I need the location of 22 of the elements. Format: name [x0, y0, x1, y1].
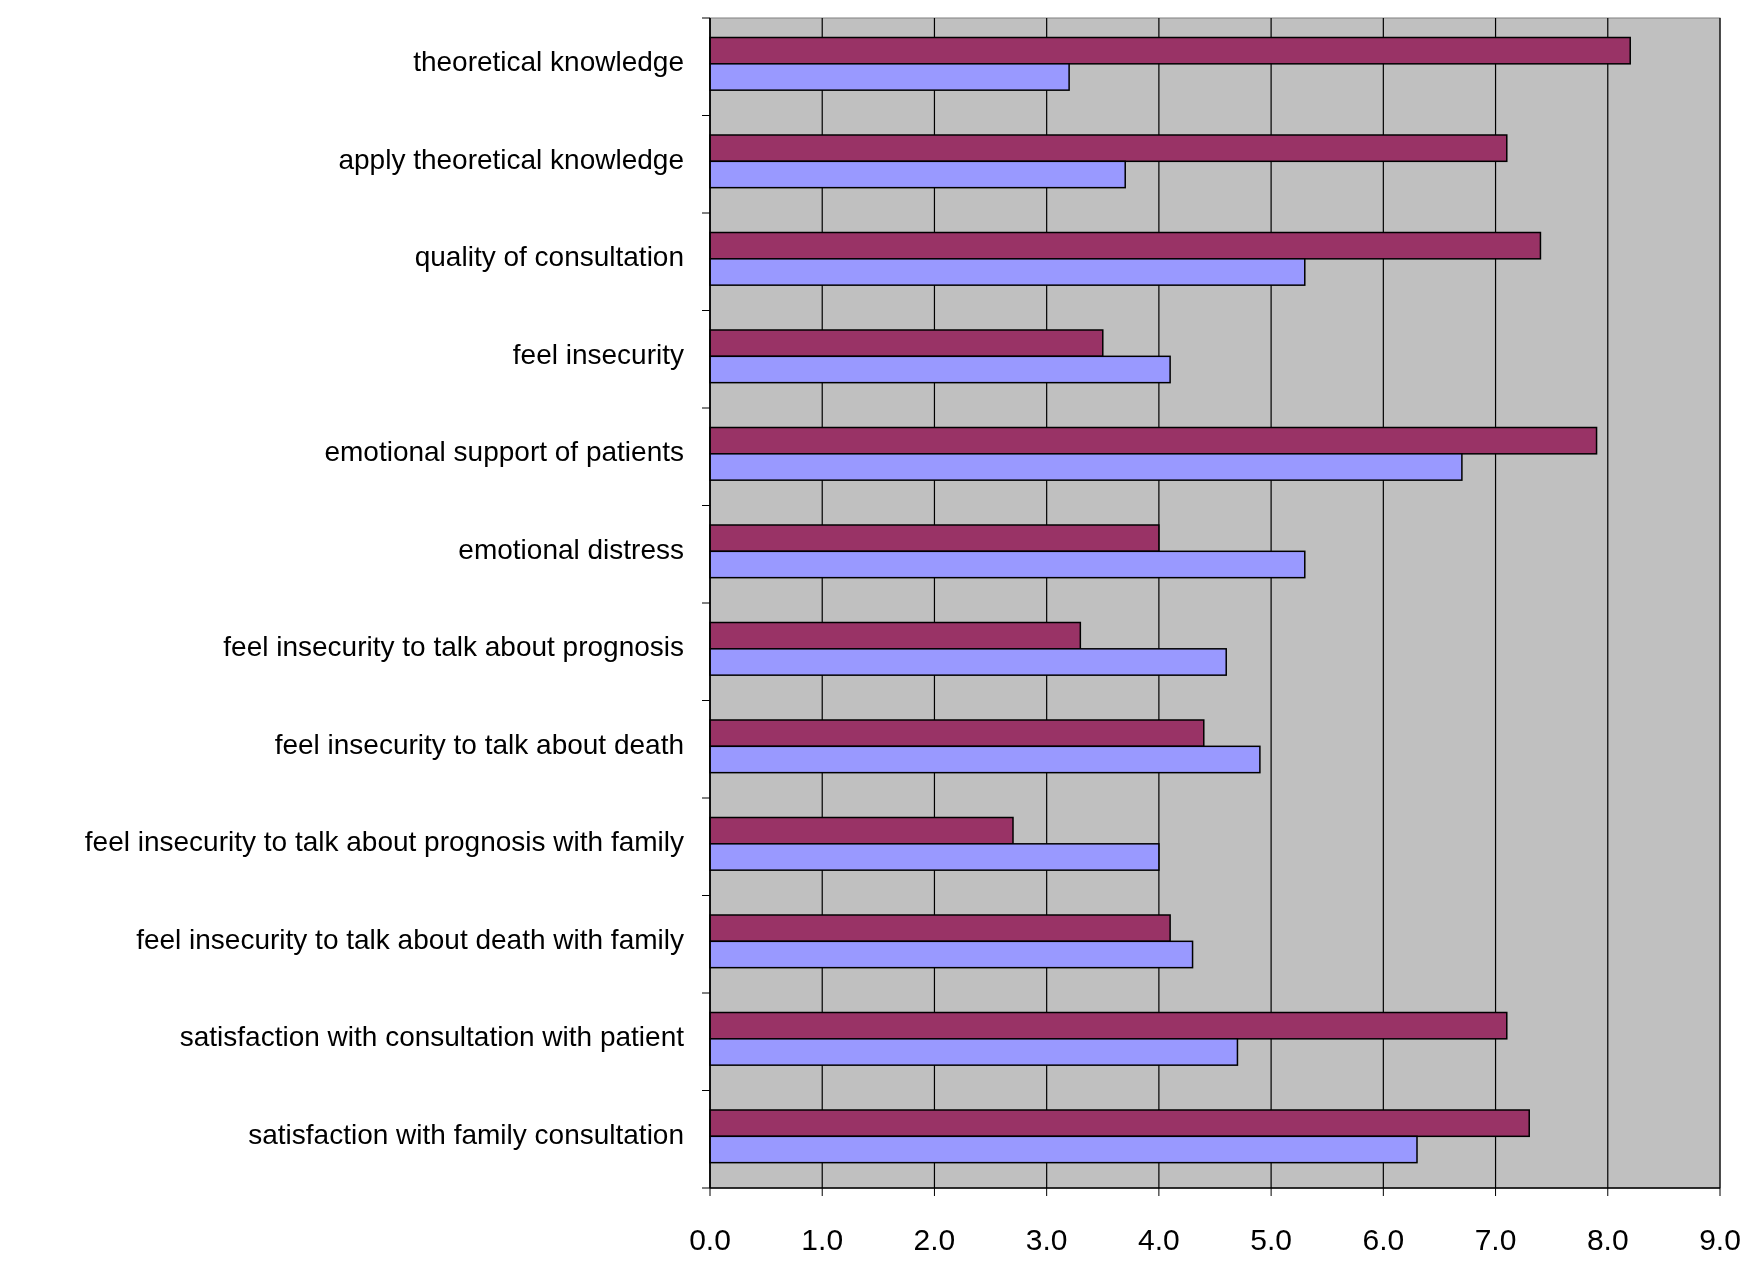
y-tick-label: feel insecurity to talk about death — [274, 728, 684, 760]
x-tick-label: 5.0 — [1250, 1223, 1292, 1256]
y-tick-label: satisfaction with consultation with patient — [179, 1021, 685, 1053]
y-tick-label: quality of consultation — [414, 241, 684, 273]
x-tick-label: 7.0 — [1474, 1223, 1517, 1256]
y-tick-label: feel insecurity — [512, 338, 684, 370]
y-tick-label: satisfaction with family consultation — [248, 1118, 684, 1150]
y-tick-label: feel insecurity to talk about prognosis — [223, 631, 684, 663]
y-tick-label: feel insecurity to talk about prognosis with family — [84, 826, 684, 858]
x-tick-label: 9.0 — [1699, 1223, 1741, 1256]
x-tick-label: 8.0 — [1586, 1223, 1629, 1256]
x-tick-label: 6.0 — [1362, 1223, 1405, 1256]
x-tick-label: 3.0 — [1025, 1223, 1068, 1256]
y-tick-label: emotional distress — [458, 533, 684, 565]
x-tick-label: 2.0 — [913, 1223, 956, 1256]
x-tick-label: 1.0 — [801, 1223, 844, 1256]
x-tick-label: 4.0 — [1138, 1223, 1180, 1256]
y-tick-label: theoretical knowledge — [413, 46, 684, 78]
x-tick-label: 0.0 — [689, 1223, 731, 1256]
y-tick-label: apply theoretical knowledge — [338, 143, 684, 175]
y-tick-label: emotional support of patients — [324, 436, 684, 468]
y-tick-label: feel insecurity to talk about death with family — [136, 923, 684, 955]
